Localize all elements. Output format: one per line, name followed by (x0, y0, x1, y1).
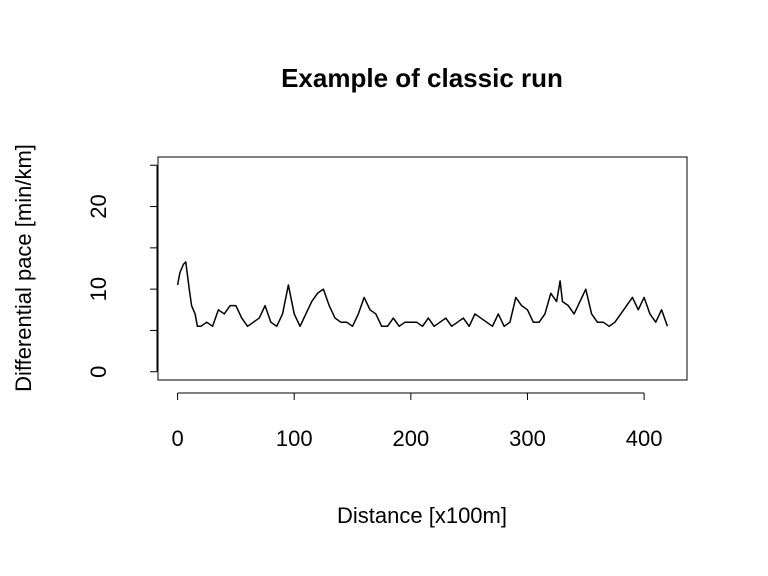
y-tick-label: 0 (86, 366, 111, 378)
y-axis-label: Differential pace [min/km] (11, 144, 36, 392)
chart-title: Example of classic run (281, 63, 563, 93)
x-tick-label: 300 (509, 426, 546, 451)
data-line (176, 261, 669, 328)
x-tick-label: 200 (392, 426, 429, 451)
y-tick-label: 10 (86, 277, 111, 301)
x-tick-label: 100 (276, 426, 313, 451)
x-axis-label: Distance [x100m] (337, 503, 507, 528)
y-tick-label: 20 (86, 194, 111, 218)
plot-box (157, 156, 688, 381)
x-tick-label: 400 (626, 426, 663, 451)
x-tick-label: 0 (171, 426, 183, 451)
